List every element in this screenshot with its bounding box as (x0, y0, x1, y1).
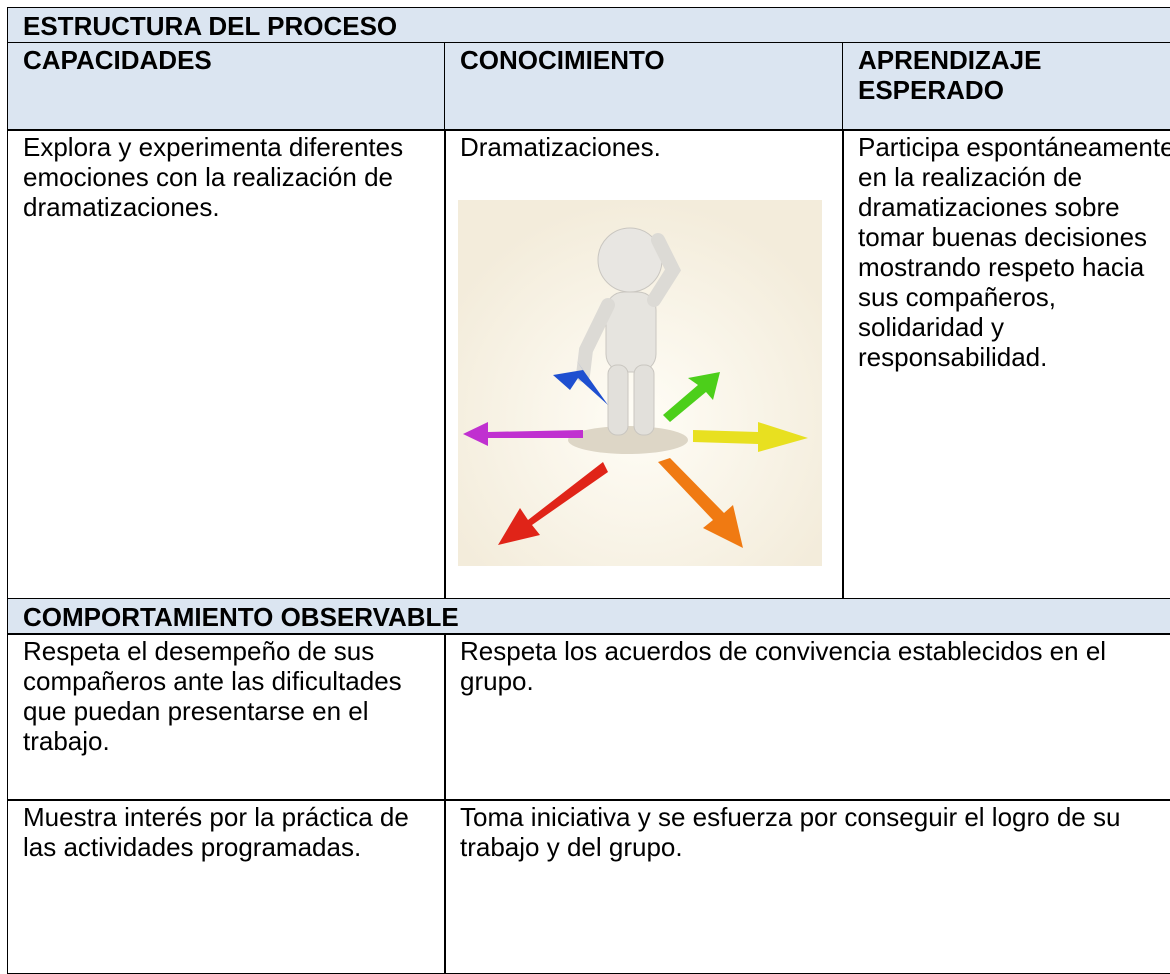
table-title: ESTRUCTURA DEL PROCESO (7, 7, 1170, 44)
header: CAPACIDADES (7, 42, 446, 131)
cell: Muestra interés por la práctica de las a… (7, 799, 446, 974)
cell: Explora y experimenta diferentes emocion… (7, 129, 446, 600)
cell: Toma iniciativa y se esfuerza por conseg… (444, 799, 1170, 974)
cell: Participa espontáneamente en la realizac… (842, 129, 1170, 600)
header: CONOCIMIENTO (444, 42, 844, 131)
section-title: COMPORTAMIENTO OBSERVABLE (7, 598, 1170, 635)
cell: Respeta los acuerdos de convivencia esta… (444, 633, 1170, 801)
header: APRENDIZAJE ESPERADO (842, 42, 1170, 131)
cell: Respeta el desempeño de sus compañeros a… (7, 633, 446, 801)
illustration (458, 200, 822, 566)
